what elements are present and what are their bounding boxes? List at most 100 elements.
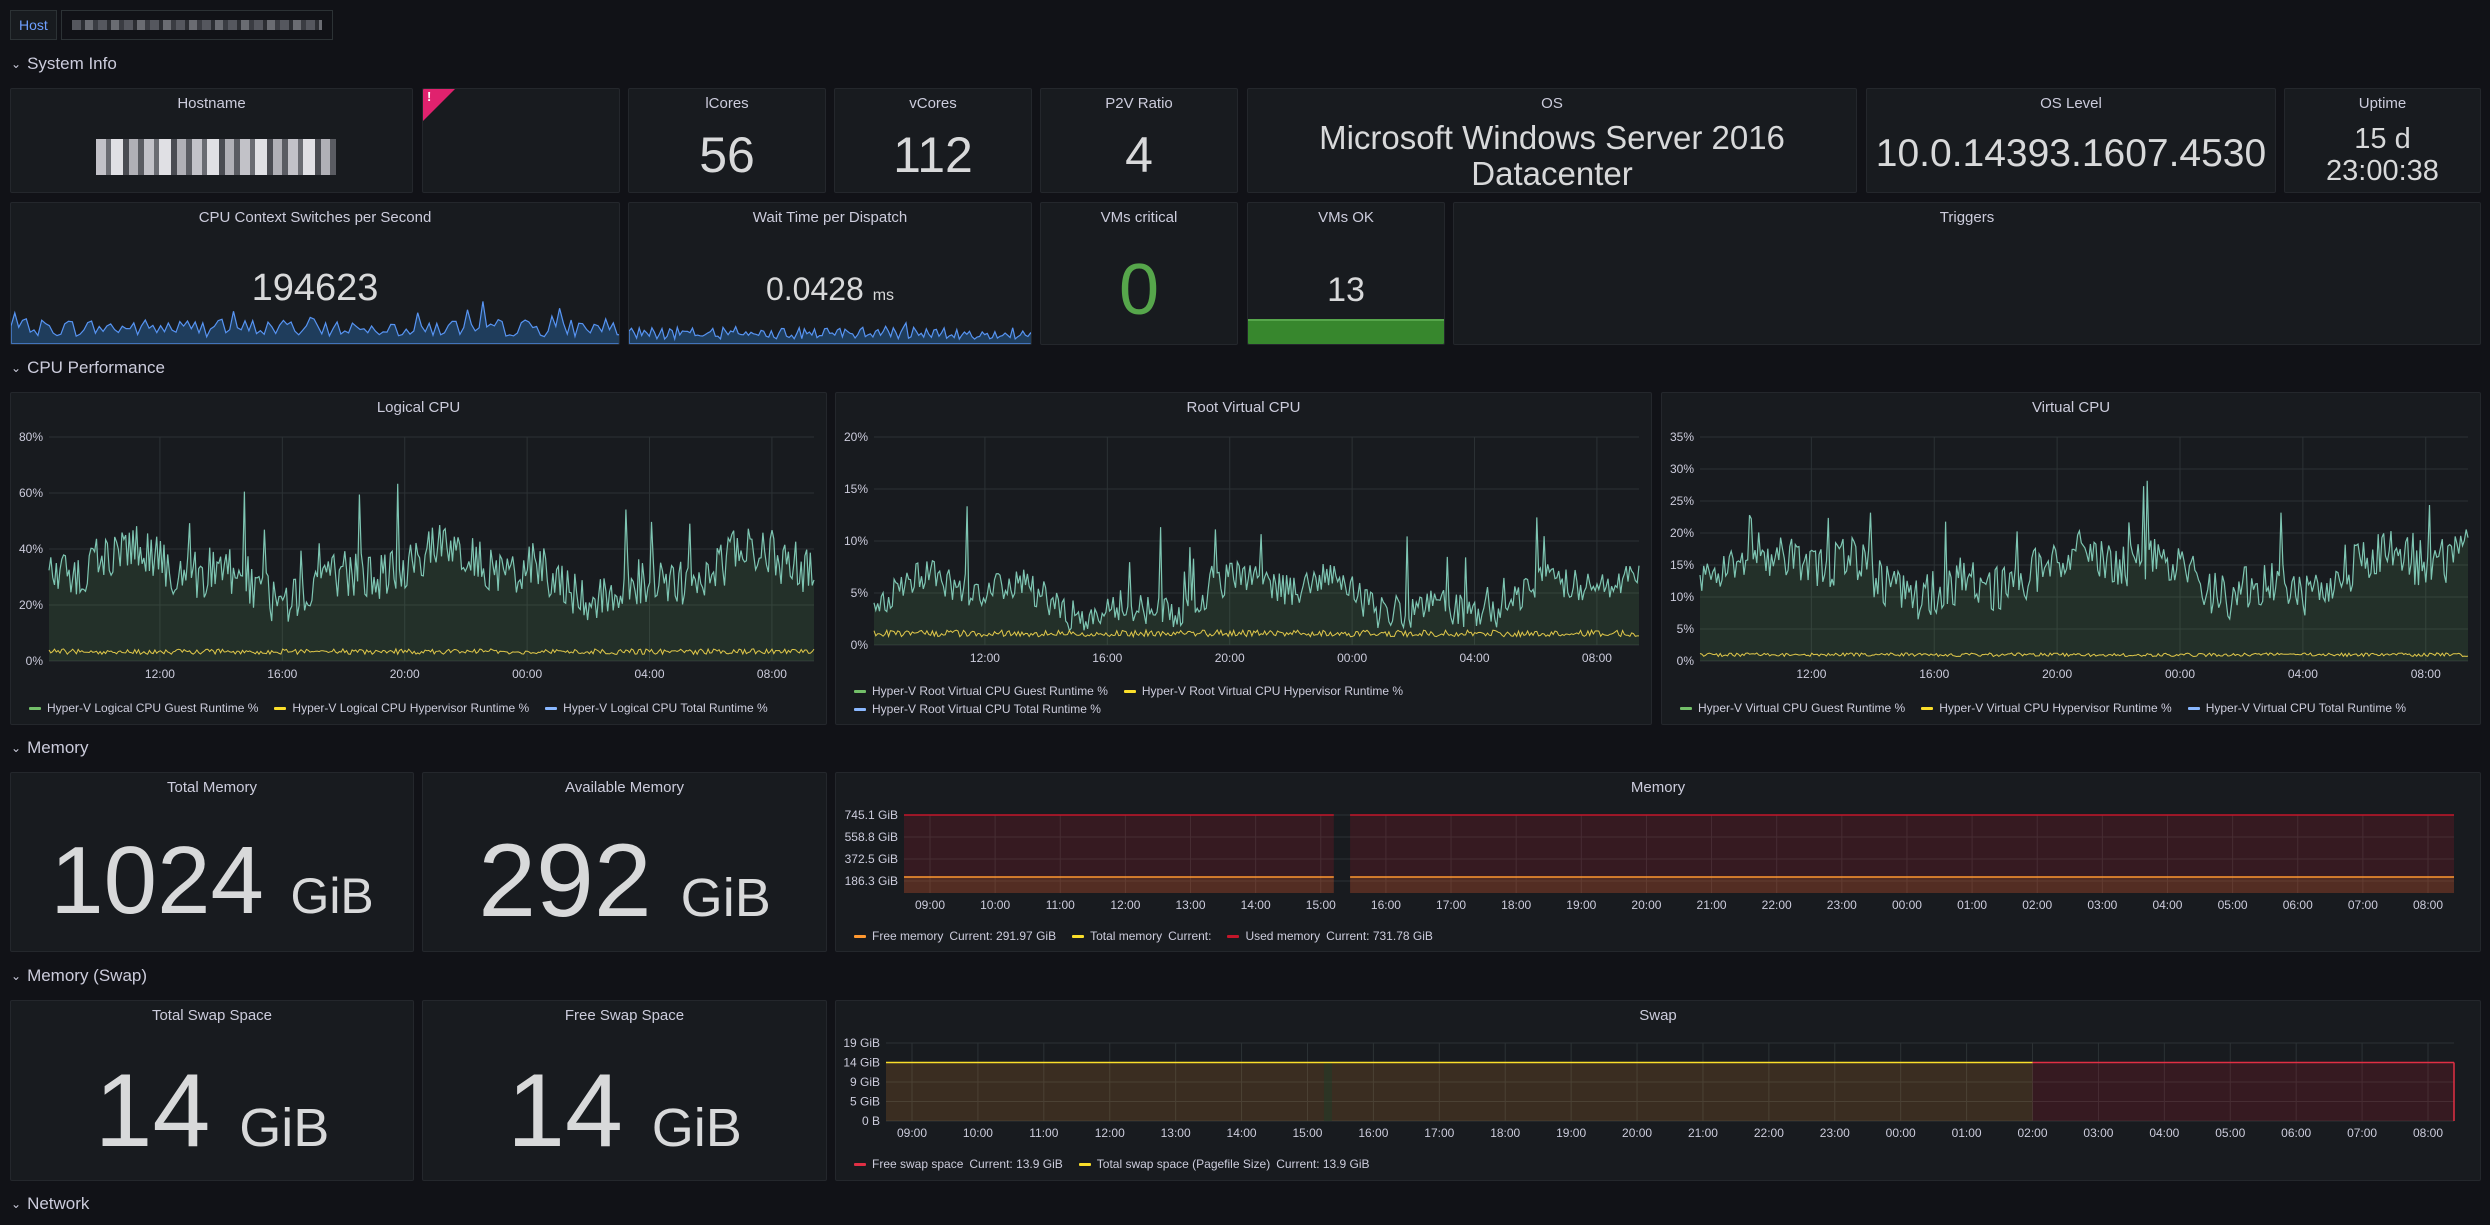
panel-title: Wait Time per Dispatch: [752, 209, 908, 226]
host-variable-select[interactable]: [60, 10, 333, 40]
legend-item[interactable]: Hyper-V Logical CPU Hypervisor Runtime %: [274, 701, 529, 715]
x-tick-label: 14:00: [1227, 1126, 1257, 1140]
vms-critical-value: 0: [1118, 250, 1160, 330]
x-tick-label: 20:00: [1622, 1126, 1652, 1140]
row-memory-swap[interactable]: ⌄ Memory (Swap): [11, 964, 147, 988]
x-tick-label: 08:00: [2413, 898, 2443, 912]
legend-item[interactable]: Hyper-V Logical CPU Total Runtime %: [545, 701, 768, 715]
legend-item[interactable]: Hyper-V Virtual CPU Hypervisor Runtime %: [1921, 701, 2172, 715]
legend-current: Current:: [1168, 929, 1212, 943]
x-tick-label: 12:00: [1110, 898, 1140, 912]
series-area: [49, 483, 814, 661]
legend-swatch: [274, 706, 287, 710]
legend-swatch: [854, 689, 866, 693]
legend-label: Used memory: [1245, 929, 1321, 943]
chevron-down-icon: ⌄: [11, 361, 22, 375]
x-tick-label: 23:00: [1820, 1126, 1850, 1140]
os-level-value: 10.0.14393.1607.4530: [1875, 132, 2267, 175]
x-tick-label: 00:00: [2165, 667, 2195, 681]
wait-time-value: 0.0428: [765, 271, 864, 307]
panel-title: VMs OK: [1318, 209, 1374, 226]
legend-label: Hyper-V Root Virtual CPU Guest Runtime %: [872, 684, 1108, 698]
legend-item[interactable]: Used memory Current: 731.78 GiB: [1227, 929, 1433, 943]
legend-item[interactable]: Free swap space Current: 13.9 GiB: [854, 1157, 1063, 1171]
virtual-cpu-chart: 0% 5% 10% 15% 20% 25% 30% 35% 12:00 16:00 20:00 00:…: [1670, 430, 2469, 681]
x-tick-label: 04:00: [2152, 898, 2182, 912]
legend-label: Hyper-V Root Virtual CPU Hypervisor Runt…: [1141, 684, 1404, 698]
panel-title: P2V Ratio: [1105, 95, 1173, 112]
virtual-cpu-panel: Virtual CPU 0% 5% 10% 15% 20% 25% 30% 35% 12:00 1…: [1661, 392, 2481, 725]
x-tick-label: 22:00: [1762, 898, 1792, 912]
legend-item[interactable]: Total memory Current:: [1072, 929, 1211, 943]
legend-label: Total memory: [1090, 929, 1163, 943]
wait-time-panel: Wait Time per Dispatch 0.0428 ms: [628, 202, 1032, 345]
y-tick-label: 9 GiB: [850, 1075, 880, 1089]
vms-ok-value: 13: [1327, 271, 1365, 309]
x-tick-label: 21:00: [1688, 1126, 1718, 1140]
free-swap-area: [2032, 1062, 2454, 1121]
x-tick-label: 04:00: [2149, 1126, 2179, 1140]
legend-item[interactable]: Hyper-V Root Virtual CPU Total Runtime %: [854, 702, 1101, 716]
free-swap-unit: GiB: [651, 1098, 742, 1158]
available-memory-unit: GiB: [680, 868, 771, 928]
y-tick-label: 745.1 GiB: [845, 808, 898, 822]
legend-item[interactable]: Hyper-V Root Virtual CPU Hypervisor Runt…: [1123, 684, 1404, 698]
legend-item[interactable]: Hyper-V Virtual CPU Guest Runtime %: [1680, 701, 1905, 715]
y-tick-label: 5%: [851, 586, 869, 600]
trigger-status-panel: !: [422, 88, 620, 193]
y-tick-label: 25%: [1670, 494, 1694, 508]
chevron-down-icon: ⌄: [11, 1197, 22, 1211]
root-virtual-cpu-legend: Hyper-V Root Virtual CPU Guest Runtime %…: [854, 684, 1454, 716]
legend-swatch: [854, 1162, 866, 1166]
legend-item[interactable]: Hyper-V Root Virtual CPU Guest Runtime %: [854, 684, 1108, 698]
x-tick-label: 15:00: [1306, 898, 1336, 912]
legend-swatch: [1227, 934, 1240, 938]
used-memory-area: [1350, 815, 2454, 893]
used-memory-area: [904, 815, 1334, 893]
y-tick-label: 558.8 GiB: [845, 830, 898, 844]
sparkline-area: [11, 301, 619, 344]
legend-item[interactable]: Total swap space (Pagefile Size) Current…: [1078, 1157, 1370, 1171]
series-line-total: [1699, 480, 2469, 621]
row-cpu-performance[interactable]: ⌄ CPU Performance: [11, 356, 165, 380]
x-tick-label: 21:00: [1697, 898, 1727, 912]
free-swap-value: 14: [507, 1053, 623, 1169]
alert-flag-icon[interactable]: [423, 89, 455, 121]
x-tick-label: 22:00: [1754, 1126, 1784, 1140]
logical-cpu-chart: 0% 20% 40% 60% 80% 12:00 16:00 20:00 00:00 04:00 0…: [19, 430, 815, 681]
x-tick-label: 00:00: [1337, 651, 1367, 665]
series-line-hypervisor: [48, 647, 815, 656]
series-area: [1700, 480, 2468, 661]
host-value-redacted: [71, 20, 322, 30]
memory-legend: Free memory Current: 291.97 GiB Total me…: [854, 929, 1433, 943]
y-tick-label: 0%: [851, 638, 869, 652]
panel-title: CPU Context Switches per Second: [198, 209, 432, 226]
panel-title: Uptime: [2358, 95, 2407, 112]
legend-item[interactable]: Hyper-V Virtual CPU Total Runtime %: [2187, 701, 2406, 715]
chevron-down-icon: ⌄: [11, 57, 22, 71]
legend-current: Current: 13.9 GiB: [969, 1157, 1063, 1171]
x-tick-label: 12:00: [1796, 667, 1826, 681]
x-tick-label: 11:00: [1046, 898, 1075, 912]
x-tick-label: 04:00: [2288, 667, 2318, 681]
legend-swatch: [29, 706, 41, 710]
row-memory[interactable]: ⌄ Memory: [11, 736, 88, 760]
legend-label: Free swap space: [872, 1157, 964, 1171]
legend-swatch: [1078, 1162, 1091, 1166]
x-tick-label: 12:00: [1095, 1126, 1125, 1140]
series-line-hypervisor: [1699, 652, 2469, 658]
x-tick-label: 04:00: [635, 667, 665, 681]
legend-item[interactable]: Hyper-V Logical CPU Guest Runtime %: [29, 701, 258, 715]
row-system-info[interactable]: ⌄ System Info: [11, 52, 117, 76]
x-tick-label: 20:00: [2042, 667, 2072, 681]
row-network[interactable]: ⌄ Network: [11, 1192, 89, 1216]
x-tick-label: 01:00: [1957, 898, 1987, 912]
panel-title: Total Swap Space: [151, 1007, 273, 1024]
x-tick-label: 16:00: [1919, 667, 1949, 681]
variable-bar: Host: [10, 10, 333, 40]
total-swap-unit: GiB: [239, 1098, 330, 1158]
legend-item[interactable]: Free memory Current: 291.97 GiB: [854, 929, 1056, 943]
memory-chart-panel: Memory 186.3 GiB 372.5 GiB 558.8 GiB 745.1 …: [835, 772, 2481, 952]
x-tick-label: 13:00: [1176, 898, 1206, 912]
x-tick-label: 12:00: [145, 667, 175, 681]
